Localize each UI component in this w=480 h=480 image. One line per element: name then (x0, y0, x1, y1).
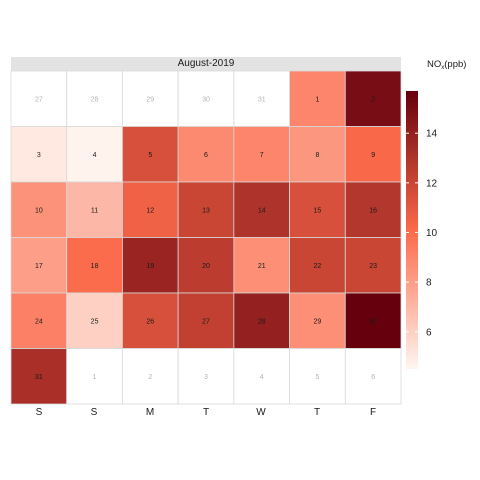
day-number-label: 5 (148, 152, 152, 159)
weekday-label-sun: S (35, 407, 43, 418)
heatmap-cell (66, 237, 123, 294)
heatmap-cell (122, 181, 179, 238)
day-number-label: 12 (146, 207, 154, 214)
day-number-label: 2 (371, 96, 375, 103)
day-number-label: 7 (260, 152, 264, 159)
facet-strip (11, 57, 401, 71)
weekday-label-wed: W (256, 407, 266, 418)
heatmap-cell (289, 292, 346, 349)
day-number-label: 3 (204, 374, 208, 381)
weekday-label-mon: M (145, 407, 155, 418)
heatmap-cell (344, 126, 402, 183)
heatmap-cell (344, 292, 402, 349)
heatmap-cell (177, 70, 235, 127)
heatmap-cell (122, 126, 179, 183)
heatmap-cell (344, 237, 402, 294)
heatmap-cell (10, 126, 68, 183)
day-number-label: 9 (371, 152, 375, 159)
colorbar-tick-label: 12 (426, 178, 438, 189)
day-number-label: 21 (258, 263, 266, 270)
day-number-label: 28 (258, 318, 266, 325)
day-number-label: 4 (260, 374, 264, 381)
day-number-label: 31 (35, 374, 43, 381)
heatmap-cell (289, 348, 346, 405)
heatmap-cell (344, 181, 402, 238)
colorbar-tick-label: 14 (426, 129, 438, 140)
heatmap-cell (344, 348, 402, 405)
heatmap-cell (233, 70, 290, 127)
heatmap-cell (289, 181, 346, 238)
heatmap-cell (233, 181, 290, 238)
day-number-label: 31 (258, 96, 266, 103)
legend-title-main: NO (427, 59, 442, 70)
day-number-label: 19 (146, 263, 154, 270)
heatmap-cell (233, 292, 290, 349)
day-number-label: 29 (146, 96, 154, 103)
day-number-label: 18 (91, 263, 99, 270)
day-number-label: 1 (93, 374, 97, 381)
day-number-label: 14 (258, 207, 266, 214)
legend-title-unit: (ppb) (444, 59, 467, 70)
day-number-label: 13 (202, 207, 210, 214)
heatmap-cell (10, 70, 68, 127)
day-number-label: 26 (146, 318, 154, 325)
day-number-label: 29 (314, 318, 322, 325)
day-number-label: 20 (202, 263, 210, 270)
day-number-label: 28 (91, 96, 99, 103)
day-number-label: 22 (314, 263, 322, 270)
day-number-label: 25 (91, 318, 99, 325)
colorbar (406, 91, 418, 369)
heatmap-cell (10, 348, 68, 405)
day-number-label: 23 (369, 263, 377, 270)
weekday-label-fri: F (369, 407, 377, 418)
day-number-label: 17 (35, 263, 43, 270)
day-number-label: 6 (371, 374, 375, 381)
heatmap-cell (122, 70, 179, 127)
colorbar-tick-label: 8 (426, 278, 432, 289)
colorbar-tick-label: 10 (426, 228, 438, 239)
day-number-label: 11 (91, 207, 98, 214)
day-number-label: 5 (315, 374, 319, 381)
heatmap-cell (344, 70, 402, 127)
day-number-label: 27 (35, 96, 43, 103)
heatmap-cell (289, 126, 346, 183)
day-number-label: 1 (315, 96, 319, 103)
day-number-label: 30 (369, 318, 377, 325)
day-number-label: 30 (202, 96, 210, 103)
day-number-label: 2 (148, 374, 152, 381)
legend-title-sub: x (441, 65, 445, 71)
day-number-label: 3 (37, 152, 41, 159)
heatmap-cell (177, 292, 235, 349)
heatmap-cell (233, 348, 290, 405)
heatmap-cell (66, 292, 123, 349)
day-number-label: 10 (35, 207, 43, 214)
legend-title: NOx(ppb) (427, 59, 466, 71)
weekday-label-thu: T (313, 407, 321, 418)
day-number-label: 16 (369, 207, 377, 214)
day-number-label: 27 (202, 318, 210, 325)
heatmap-cell (66, 348, 123, 405)
heatmap-cell (122, 237, 179, 294)
heatmap-cell (177, 181, 235, 238)
day-number-label: 6 (204, 152, 208, 159)
colorbar-tick-label: 6 (426, 327, 432, 338)
heatmap-cell (66, 181, 123, 238)
day-number-label: 4 (93, 152, 97, 159)
chart-title: August-2019 (177, 58, 235, 69)
heatmap-cell (177, 126, 235, 183)
weekday-label-sat: S (90, 407, 98, 418)
heatmap-cell (177, 348, 235, 405)
day-number-label: 8 (315, 152, 319, 159)
heatmap-cell (122, 348, 179, 405)
heatmap-cell (289, 237, 346, 294)
day-number-label: 15 (314, 207, 322, 214)
day-number-label: 24 (35, 318, 43, 325)
heatmap-cell (66, 126, 123, 183)
heatmap-cell (233, 126, 290, 183)
weekday-label-tue: T (202, 407, 210, 418)
